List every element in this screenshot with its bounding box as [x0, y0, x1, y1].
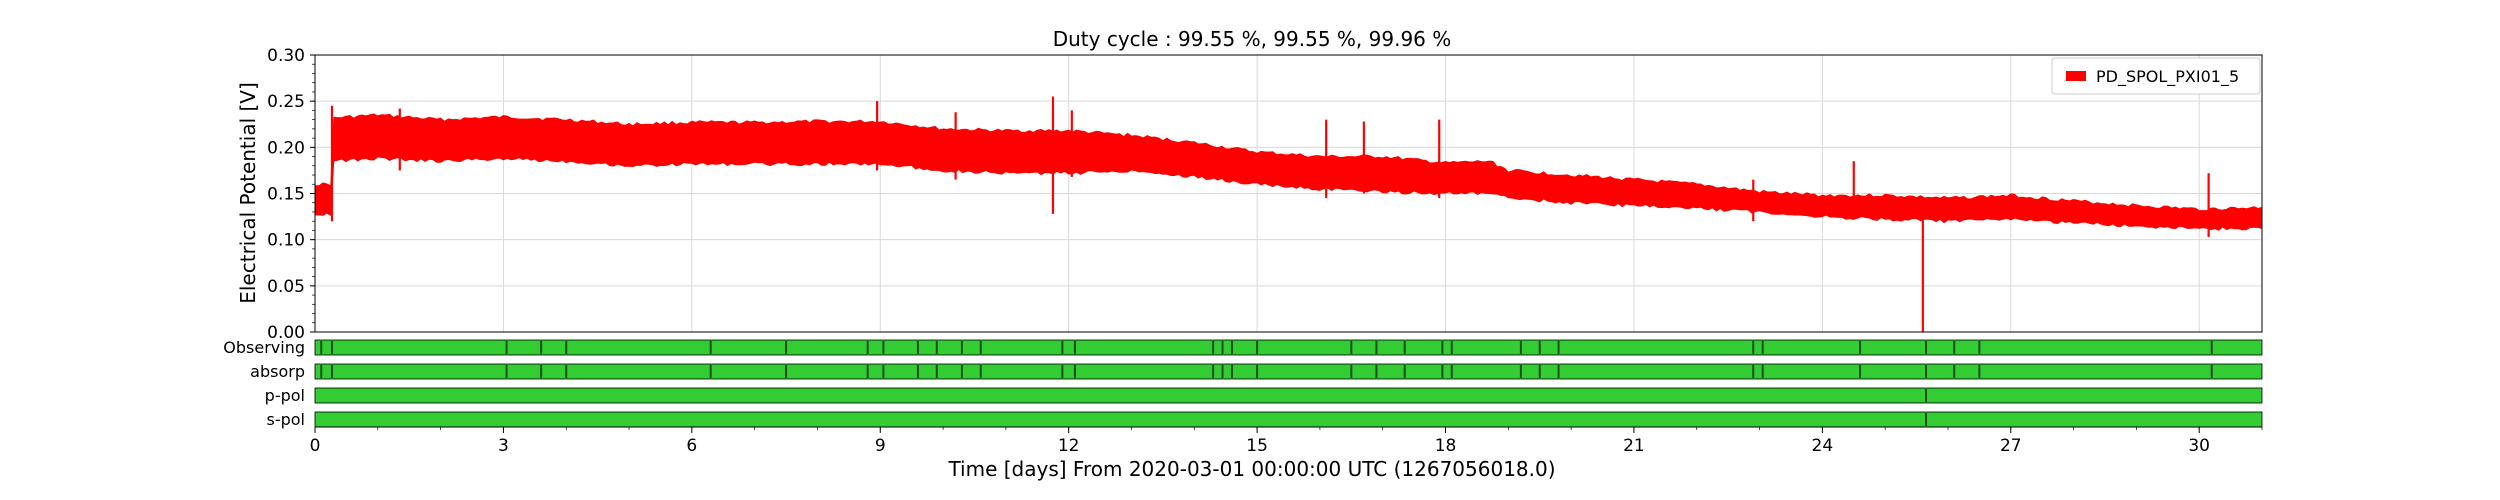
x-tick-label: 6 [686, 436, 697, 456]
segment-bar-observing [314, 339, 2263, 356]
x-tick-label: 24 [1812, 436, 1834, 456]
segment-label: p-pol [265, 386, 305, 405]
segment-bar-p-pol [314, 387, 2263, 404]
y-tick-label: 0.30 [267, 46, 305, 66]
segment-label: absorp [250, 362, 305, 381]
chart-title: Duty cycle : 99.55 %, 99.55 %, 99.96 % [1053, 27, 1452, 51]
legend-swatch [2066, 71, 2086, 81]
segment-bar-s-pol [314, 411, 2263, 428]
x-tick-label: 3 [498, 436, 509, 456]
x-tick-label: 18 [1435, 436, 1457, 456]
x-tick-label: 21 [1623, 436, 1645, 456]
x-tick-label: 27 [2000, 436, 2022, 456]
y-tick-label: 0.20 [267, 138, 305, 158]
x-tick-label: 0 [310, 436, 321, 456]
segment-bar-absorp [314, 363, 2263, 380]
y-tick-label: 0.15 [267, 185, 305, 205]
segment-label: s-pol [267, 410, 306, 429]
legend-label: PD_SPOL_PXI01_5 [2096, 67, 2239, 87]
x-tick-label: 12 [1058, 436, 1080, 456]
x-axis-label: Time [days] From 2020-03-01 00:00:00 UTC… [947, 457, 1555, 481]
x-tick-label: 9 [875, 436, 886, 456]
main-plot-area: 0.00 0.05 0.10 0.15 0.20 0.25 0.30 [267, 46, 2263, 343]
x-tick-label: 15 [1246, 436, 1268, 456]
y-tick-label: 0.05 [267, 277, 305, 297]
y-tick-label: 0.00 [267, 323, 305, 343]
y-tick-label: 0.25 [267, 92, 305, 112]
segment-label: Observing [223, 338, 305, 357]
y-axis-label: Electrical Potential [V] [236, 82, 260, 304]
y-tick-label: 0.10 [267, 231, 305, 251]
legend-box [2051, 57, 2261, 95]
x-tick-label: 30 [2188, 436, 2210, 456]
legend: PD_SPOL_PXI01_5 [2051, 57, 2261, 95]
